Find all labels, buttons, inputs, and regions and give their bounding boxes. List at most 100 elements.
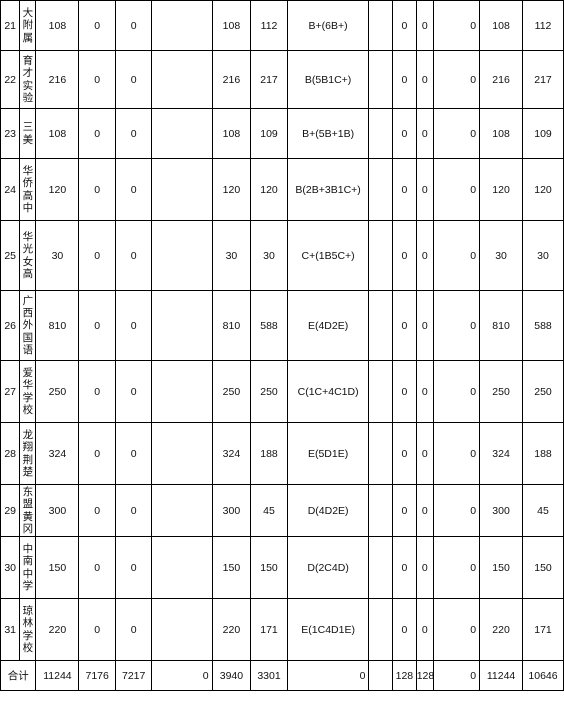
- cell-blank1: [152, 109, 212, 159]
- table-row: 29东盟黄冈3000030045D(4D2E)00030045: [1, 485, 564, 537]
- cell-v5: 112: [251, 1, 288, 51]
- table-row: 28龙翔荆楚32400324188E(5D1E)000324188: [1, 423, 564, 485]
- cell-v3: 0: [115, 51, 152, 109]
- cell-idx: 29: [1, 485, 20, 537]
- total-t1: 11244: [480, 661, 523, 691]
- cell-s2: 0: [393, 109, 417, 159]
- cell-sblank: [369, 51, 393, 109]
- cell-v3: 0: [115, 221, 152, 291]
- table-row: 22育才实验21600216217B(5B1C+)000216217: [1, 51, 564, 109]
- cell-v1: 250: [36, 361, 79, 423]
- cell-s3: 0: [416, 485, 433, 537]
- cell-v4: 220: [212, 599, 251, 661]
- cell-name: 华侨高中: [20, 159, 36, 221]
- table-total-row: 合计11244717672170394033010128128011244106…: [1, 661, 564, 691]
- cell-v5: 171: [251, 599, 288, 661]
- cell-s3: 0: [416, 537, 433, 599]
- cell-v2: 0: [79, 1, 116, 51]
- cell-t2: 45: [523, 485, 564, 537]
- cell-code: C(1C+4C1D): [287, 361, 369, 423]
- cell-v5: 109: [251, 109, 288, 159]
- cell-s3: 0: [416, 221, 433, 291]
- cell-idx: 27: [1, 361, 20, 423]
- cell-blank1: [152, 159, 212, 221]
- cell-v3: 0: [115, 291, 152, 361]
- total-sblank2: 0: [433, 661, 479, 691]
- cell-v3: 0: [115, 361, 152, 423]
- cell-v5: 120: [251, 159, 288, 221]
- cell-blank1: [152, 361, 212, 423]
- cell-sblank: [369, 1, 393, 51]
- total-v1: 11244: [36, 661, 79, 691]
- cell-s2: 0: [393, 361, 417, 423]
- cell-s2: 0: [393, 599, 417, 661]
- cell-sblank: [369, 221, 393, 291]
- cell-v2: 0: [79, 485, 116, 537]
- cell-v5: 45: [251, 485, 288, 537]
- cell-t1: 810: [480, 291, 523, 361]
- cell-code: B(5B1C+): [287, 51, 369, 109]
- cell-sblank2: 0: [433, 361, 479, 423]
- cell-sblank: [369, 109, 393, 159]
- cell-v1: 150: [36, 537, 79, 599]
- cell-name: 中南中学: [20, 537, 36, 599]
- total-s2: 128: [393, 661, 417, 691]
- cell-v4: 30: [212, 221, 251, 291]
- cell-t2: 217: [523, 51, 564, 109]
- cell-v2: 0: [79, 361, 116, 423]
- cell-v3: 0: [115, 537, 152, 599]
- cell-sblank2: 0: [433, 423, 479, 485]
- cell-v5: 217: [251, 51, 288, 109]
- cell-v1: 216: [36, 51, 79, 109]
- cell-t2: 150: [523, 537, 564, 599]
- cell-sblank: [369, 361, 393, 423]
- cell-t2: 588: [523, 291, 564, 361]
- cell-idx: 31: [1, 599, 20, 661]
- cell-s3: 0: [416, 1, 433, 51]
- cell-s3: 0: [416, 423, 433, 485]
- cell-name: 华光女高: [20, 221, 36, 291]
- total-sblank: [369, 661, 393, 691]
- cell-v5: 30: [251, 221, 288, 291]
- cell-v4: 108: [212, 1, 251, 51]
- total-label: 合计: [1, 661, 36, 691]
- cell-s3: 0: [416, 109, 433, 159]
- cell-t1: 220: [480, 599, 523, 661]
- cell-s3: 0: [416, 51, 433, 109]
- cell-s2: 0: [393, 291, 417, 361]
- cell-idx: 25: [1, 221, 20, 291]
- cell-t1: 30: [480, 221, 523, 291]
- cell-v2: 0: [79, 159, 116, 221]
- cell-blank1: [152, 423, 212, 485]
- cell-t1: 324: [480, 423, 523, 485]
- cell-s3: 0: [416, 159, 433, 221]
- table-row: 31琼林学校22000220171E(1C4D1E)000220171: [1, 599, 564, 661]
- cell-sblank2: 0: [433, 159, 479, 221]
- table-row: 25华光女高30003030C+(1B5C+)0003030: [1, 221, 564, 291]
- cell-v1: 108: [36, 109, 79, 159]
- cell-s2: 0: [393, 485, 417, 537]
- cell-t1: 150: [480, 537, 523, 599]
- cell-s2: 0: [393, 423, 417, 485]
- cell-name: 大附属: [20, 1, 36, 51]
- cell-s2: 0: [393, 51, 417, 109]
- cell-v1: 810: [36, 291, 79, 361]
- total-v5: 3301: [251, 661, 288, 691]
- cell-sblank2: 0: [433, 291, 479, 361]
- cell-sblank2: 0: [433, 221, 479, 291]
- cell-t2: 112: [523, 1, 564, 51]
- cell-code: D(2C4D): [287, 537, 369, 599]
- cell-blank1: [152, 485, 212, 537]
- cell-sblank: [369, 485, 393, 537]
- cell-t1: 108: [480, 109, 523, 159]
- cell-v3: 0: [115, 109, 152, 159]
- cell-name: 育才实验: [20, 51, 36, 109]
- cell-blank1: [152, 221, 212, 291]
- data-table: 21大附属10800108112B+(6B+)00010811222育才实验21…: [0, 0, 564, 691]
- cell-t1: 120: [480, 159, 523, 221]
- cell-name: 龙翔荆楚: [20, 423, 36, 485]
- cell-name: 广西外国语: [20, 291, 36, 361]
- cell-code: B+(6B+): [287, 1, 369, 51]
- cell-idx: 30: [1, 537, 20, 599]
- cell-s2: 0: [393, 537, 417, 599]
